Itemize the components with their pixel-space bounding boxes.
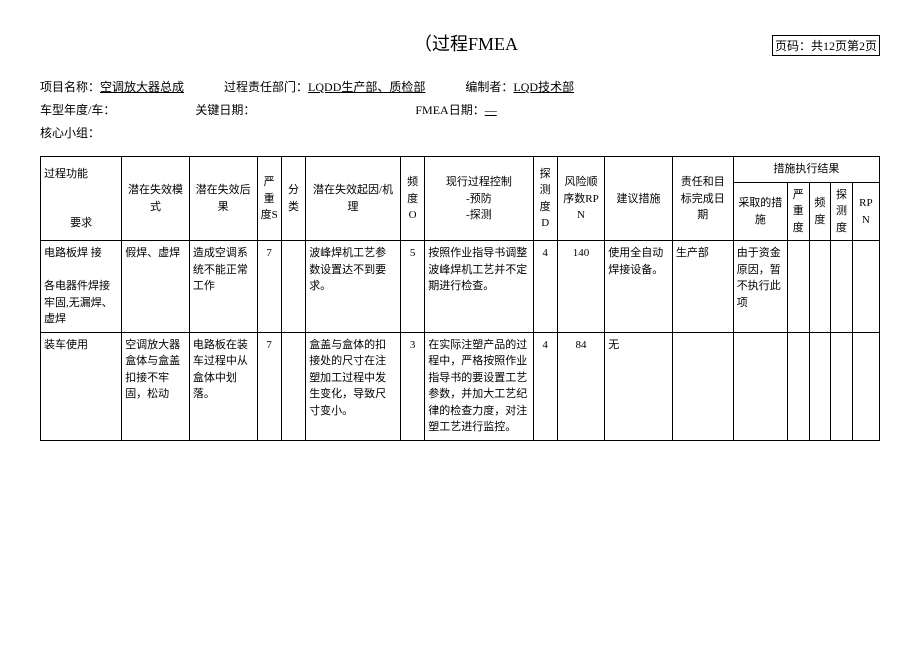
cell-effect: 电路板在装车过程中从盒体中划落。 — [189, 332, 257, 440]
meta-fmeadate-label: FMEA日期： — [415, 99, 484, 122]
h-resp: 责任和目标完成日期 — [672, 157, 733, 241]
h-taken: 采取的措施 — [733, 182, 787, 241]
h-rpn: 风险顺序数RPN — [557, 157, 604, 241]
h-func: 过程功能 要求 — [41, 157, 122, 241]
cell-cause: 盒盖与盒体的扣接处的尺寸在注塑加工过程中发生变化，导致尺寸变小。 — [306, 332, 401, 440]
h-results: 措施执行结果 — [733, 157, 879, 183]
cell-control: 按照作业指导书调整波峰焊机工艺并不定期进行检查。 — [425, 241, 533, 333]
meta-dept-value: LQDD生产部、质检部 — [308, 76, 425, 99]
cell-func: 装车使用 — [41, 332, 122, 440]
h-cause: 潜在失效起因/机理 — [306, 157, 401, 241]
h-rpn2: RPN — [852, 182, 879, 241]
cell-effect: 造成空调系统不能正常工作 — [189, 241, 257, 333]
title-row: （过程FMEA 页码：共12页第2页 — [40, 30, 880, 56]
meta-fmeadate-value: — — [485, 99, 497, 122]
h-d2: 探测度 — [831, 182, 853, 241]
h-det: 探测度D — [533, 157, 557, 241]
h-occ: 频度O — [400, 157, 424, 241]
cell-rpn: 84 — [557, 332, 604, 440]
meta-model-label: 车型年度/车： — [40, 99, 115, 122]
cell-d2 — [831, 241, 853, 333]
meta-model: 车型年度/车： — [40, 99, 115, 122]
h-s2: 严重度 — [787, 182, 809, 241]
cell-taken: 由于资金原因，暂不执行此项 — [733, 241, 787, 333]
h-effect: 潜在失效后果 — [189, 157, 257, 241]
meta-keydate-label: 关键日期： — [195, 99, 255, 122]
h-o2: 频度 — [809, 182, 831, 241]
h-rec: 建议措施 — [605, 157, 673, 241]
h-cls: 分类 — [281, 157, 305, 241]
cell-s2 — [787, 332, 809, 440]
h-control: 现行过程控制 -预防 -探测 — [425, 157, 533, 241]
cell-resp: 生产部 — [672, 241, 733, 333]
cell-s2 — [787, 241, 809, 333]
meta-project: 项目名称： 空调放大器总成 — [40, 76, 184, 99]
meta-team: 核心小组： — [40, 122, 100, 145]
cell-cause: 波峰焊机工艺参数设置达不到要求。 — [306, 241, 401, 333]
cell-func: 电路板焊 接 各电器件焊接牢固,无漏焊、虚焊 — [41, 241, 122, 333]
table-row: 电路板焊 接 各电器件焊接牢固,无漏焊、虚焊 假焊、虚焊 造成空调系统不能正常工… — [41, 241, 880, 333]
page-title: （过程FMEA — [160, 30, 772, 56]
meta-dept-label: 过程责任部门： — [224, 76, 308, 99]
cell-mode: 空调放大器盒体与盒盖扣接不牢固，松动 — [122, 332, 190, 440]
meta-fmeadate: FMEA日期： — — [415, 99, 496, 122]
meta-author: 编制者： LQD技术部 — [465, 76, 574, 99]
fmea-table: 过程功能 要求 潜在失效模式 潜在失效后果 严重度S 分类 潜在失效起因/机理 … — [40, 156, 880, 441]
page-code: 页码：共12页第2页 — [772, 35, 880, 56]
h-mode: 潜在失效模式 — [122, 157, 190, 241]
cell-rpn2 — [852, 241, 879, 333]
table-row: 装车使用 空调放大器盒体与盒盖扣接不牢固，松动 电路板在装车过程中从盒体中划落。… — [41, 332, 880, 440]
cell-d2 — [831, 332, 853, 440]
cell-resp — [672, 332, 733, 440]
cell-o2 — [809, 332, 831, 440]
meta-project-label: 项目名称： — [40, 76, 100, 99]
meta-author-value: LQD技术部 — [513, 76, 574, 99]
cell-rpn2 — [852, 332, 879, 440]
cell-sev: 7 — [257, 332, 281, 440]
cell-rec: 无 — [605, 332, 673, 440]
cell-mode: 假焊、虚焊 — [122, 241, 190, 333]
cell-rec: 使用全自动焊接设备。 — [605, 241, 673, 333]
cell-o2 — [809, 241, 831, 333]
cell-cls — [281, 241, 305, 333]
cell-cls — [281, 332, 305, 440]
meta-keydate: 关键日期： — [195, 99, 255, 122]
h-sev: 严重度S — [257, 157, 281, 241]
cell-sev: 7 — [257, 241, 281, 333]
cell-occ: 3 — [400, 332, 424, 440]
meta-author-label: 编制者： — [465, 76, 513, 99]
cell-rpn: 140 — [557, 241, 604, 333]
cell-det: 4 — [533, 241, 557, 333]
cell-control: 在实际注塑产品的过程中，严格按照作业指导书的要设置工艺参数，并加大工艺纪律的检查… — [425, 332, 533, 440]
meta-block: 项目名称： 空调放大器总成 过程责任部门： LQDD生产部、质检部 编制者： L… — [40, 76, 880, 144]
header-row-1: 过程功能 要求 潜在失效模式 潜在失效后果 严重度S 分类 潜在失效起因/机理 … — [41, 157, 880, 183]
cell-taken — [733, 332, 787, 440]
cell-occ: 5 — [400, 241, 424, 333]
meta-dept: 过程责任部门： LQDD生产部、质检部 — [224, 76, 425, 99]
meta-project-value: 空调放大器总成 — [100, 76, 184, 99]
cell-det: 4 — [533, 332, 557, 440]
